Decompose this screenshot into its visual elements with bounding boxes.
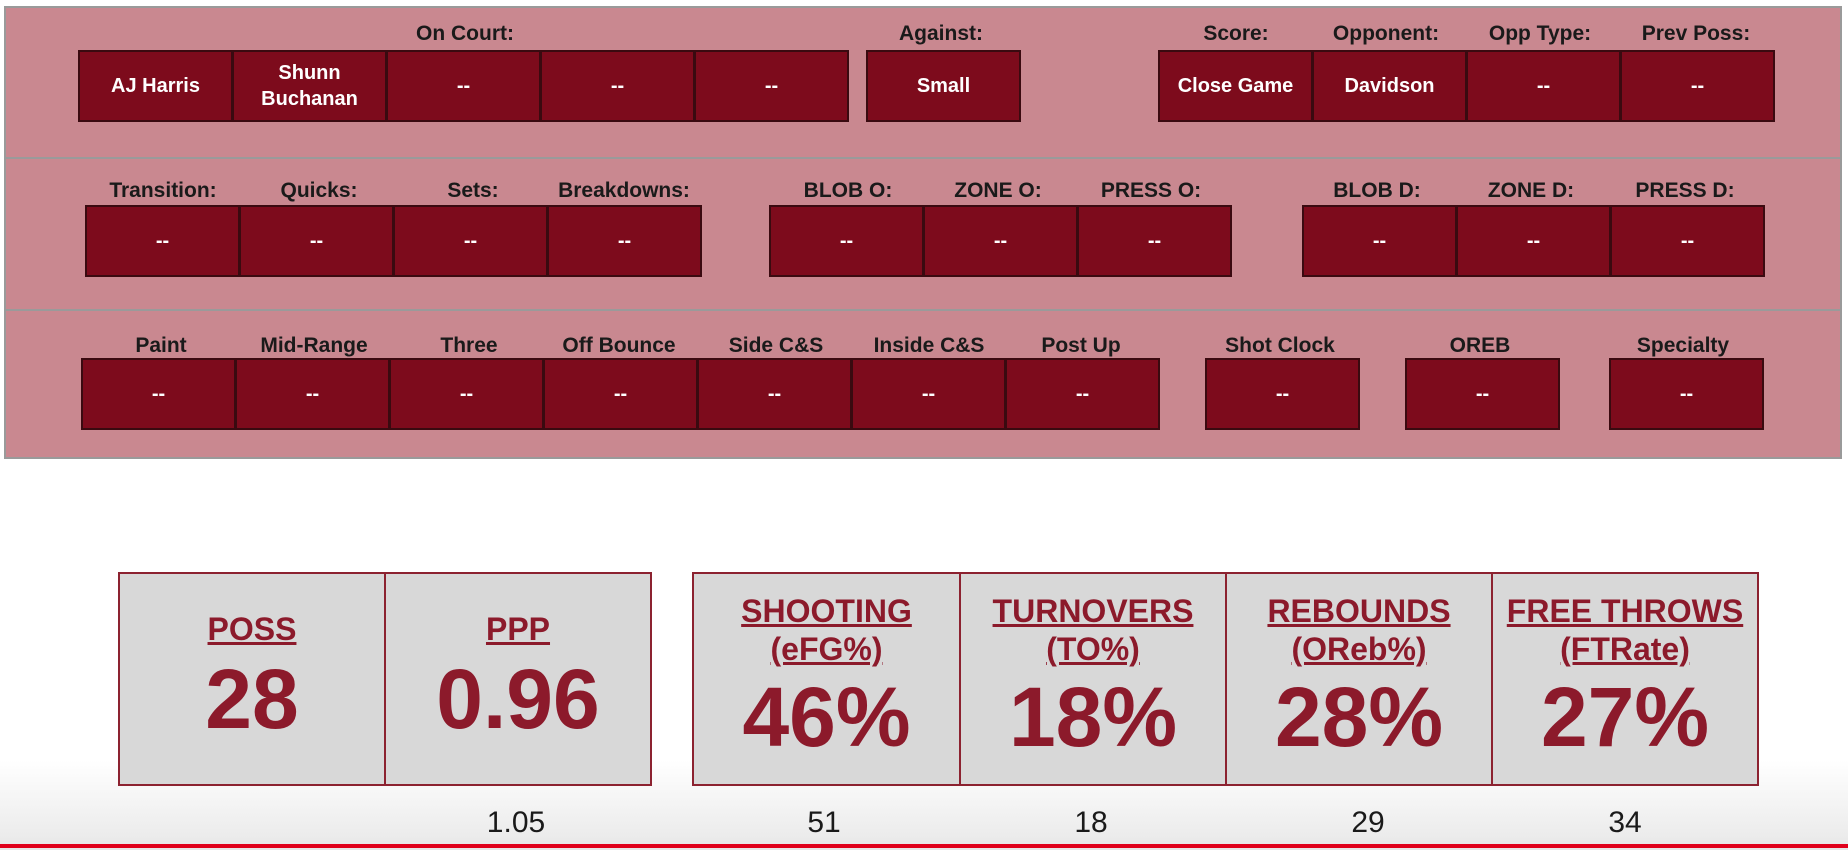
opp-type-select[interactable]: -- bbox=[1466, 50, 1621, 122]
zone-o-select[interactable]: -- bbox=[923, 205, 1078, 277]
blob-o-select[interactable]: -- bbox=[769, 205, 924, 277]
zone-d-select[interactable]: -- bbox=[1456, 205, 1611, 277]
free-throws-compare: 34 bbox=[1608, 806, 1642, 839]
score-select[interactable]: Close Game bbox=[1158, 50, 1313, 122]
mid-range-label: Mid-Range bbox=[260, 334, 368, 357]
off-bounce-select[interactable]: -- bbox=[543, 358, 698, 430]
shot-clock-label: Shot Clock bbox=[1225, 334, 1335, 357]
stat-shooting-title: SHOOTING bbox=[741, 593, 912, 629]
filter-panel-row3: Paint Mid-Range Three Off Bounce Side C&… bbox=[4, 309, 1842, 459]
inside-cs-label: Inside C&S bbox=[873, 334, 985, 357]
transition-select[interactable]: -- bbox=[85, 205, 240, 277]
press-d-label: PRESS D: bbox=[1635, 179, 1735, 202]
off-bounce-label: Off Bounce bbox=[562, 334, 676, 357]
against-select[interactable]: Small bbox=[866, 50, 1021, 122]
shooting-compare: 51 bbox=[807, 806, 841, 839]
opponent-select[interactable]: Davidson bbox=[1312, 50, 1467, 122]
stat-rebounds-sub: (OReb%) bbox=[1291, 631, 1427, 667]
blob-o-label: BLOB O: bbox=[803, 179, 893, 202]
stat-ppp-title: PPP bbox=[485, 611, 551, 647]
stat-shooting-sub: (eFG%) bbox=[770, 631, 883, 667]
stat-poss: POSS 28 bbox=[118, 572, 386, 786]
turnovers-compare: 18 bbox=[1074, 806, 1108, 839]
stat-shooting: SHOOTING (eFG%) 46% bbox=[692, 572, 961, 786]
stat-rebounds: REBOUNDS (OReb%) 28% bbox=[1225, 572, 1493, 786]
side-cs-label: Side C&S bbox=[728, 334, 824, 357]
blob-d-label: BLOB D: bbox=[1333, 179, 1421, 202]
on-court-player-4[interactable]: -- bbox=[540, 50, 695, 122]
mid-range-select[interactable]: -- bbox=[235, 358, 390, 430]
zone-o-label: ZONE O: bbox=[954, 179, 1042, 202]
stat-rebounds-title: REBOUNDS bbox=[1267, 593, 1451, 629]
rebounds-compare: 29 bbox=[1351, 806, 1385, 839]
post-up-select[interactable]: -- bbox=[1005, 358, 1160, 430]
stat-free-throws-sub: (FTRate) bbox=[1560, 631, 1690, 667]
stat-poss-value: 28 bbox=[205, 652, 299, 746]
breakdowns-label: Breakdowns: bbox=[558, 179, 690, 202]
specialty-label: Specialty bbox=[1636, 334, 1730, 357]
post-up-label: Post Up bbox=[1041, 334, 1121, 357]
side-cs-select[interactable]: -- bbox=[697, 358, 852, 430]
on-court-player-2[interactable]: Shunn Buchanan bbox=[232, 50, 387, 122]
sets-select[interactable]: -- bbox=[393, 205, 548, 277]
stat-turnovers-value: 18% bbox=[1008, 670, 1178, 764]
specialty-select[interactable]: -- bbox=[1609, 358, 1764, 430]
stat-rebounds-value: 28% bbox=[1274, 670, 1444, 764]
sets-label: Sets: bbox=[447, 179, 499, 202]
bottom-accent-line bbox=[0, 844, 1848, 848]
opponent-label: Opponent: bbox=[1332, 22, 1440, 45]
prev-poss-label: Prev Poss: bbox=[1641, 22, 1751, 45]
on-court-label: On Court: bbox=[416, 22, 514, 45]
prev-poss-select[interactable]: -- bbox=[1620, 50, 1775, 122]
score-label: Score: bbox=[1203, 22, 1269, 45]
blob-d-select[interactable]: -- bbox=[1302, 205, 1457, 277]
stat-ppp: PPP 0.96 bbox=[384, 572, 652, 786]
quicks-select[interactable]: -- bbox=[239, 205, 394, 277]
oreb-select[interactable]: -- bbox=[1405, 358, 1560, 430]
stat-free-throws-value: 27% bbox=[1540, 670, 1710, 764]
zone-d-label: ZONE D: bbox=[1487, 179, 1575, 202]
transition-label: Transition: bbox=[109, 179, 217, 202]
shot-clock-select[interactable]: -- bbox=[1205, 358, 1360, 430]
three-select[interactable]: -- bbox=[389, 358, 544, 430]
quicks-label: Quicks: bbox=[280, 179, 358, 202]
stat-turnovers-sub: (TO%) bbox=[1046, 631, 1140, 667]
press-o-label: PRESS O: bbox=[1100, 179, 1202, 202]
on-court-player-1[interactable]: AJ Harris bbox=[78, 50, 233, 122]
on-court-player-3[interactable]: -- bbox=[386, 50, 541, 122]
opp-type-label: Opp Type: bbox=[1488, 22, 1592, 45]
filter-panel-row1: On Court: Against: Score: Opponent: Opp … bbox=[4, 6, 1842, 159]
stat-free-throws-title: FREE THROWS bbox=[1506, 593, 1744, 629]
press-o-select[interactable]: -- bbox=[1077, 205, 1232, 277]
stat-poss-title: POSS bbox=[207, 611, 297, 647]
ppp-compare: 1.05 bbox=[486, 806, 546, 839]
three-label: Three bbox=[440, 334, 498, 357]
stat-free-throws: FREE THROWS (FTRate) 27% bbox=[1491, 572, 1759, 786]
oreb-label: OREB bbox=[1449, 334, 1511, 357]
filter-panel-row2: Transition: Quicks: Sets: Breakdowns: BL… bbox=[4, 157, 1842, 311]
paint-select[interactable]: -- bbox=[81, 358, 236, 430]
inside-cs-select[interactable]: -- bbox=[851, 358, 1006, 430]
breakdowns-select[interactable]: -- bbox=[547, 205, 702, 277]
stat-turnovers: TURNOVERS (TO%) 18% bbox=[959, 572, 1227, 786]
against-label: Against: bbox=[899, 22, 983, 45]
press-d-select[interactable]: -- bbox=[1610, 205, 1765, 277]
stat-turnovers-title: TURNOVERS bbox=[992, 593, 1194, 629]
stat-shooting-value: 46% bbox=[742, 670, 911, 764]
paint-label: Paint bbox=[135, 334, 187, 357]
on-court-player-5[interactable]: -- bbox=[694, 50, 849, 122]
stat-ppp-value: 0.96 bbox=[436, 652, 600, 746]
